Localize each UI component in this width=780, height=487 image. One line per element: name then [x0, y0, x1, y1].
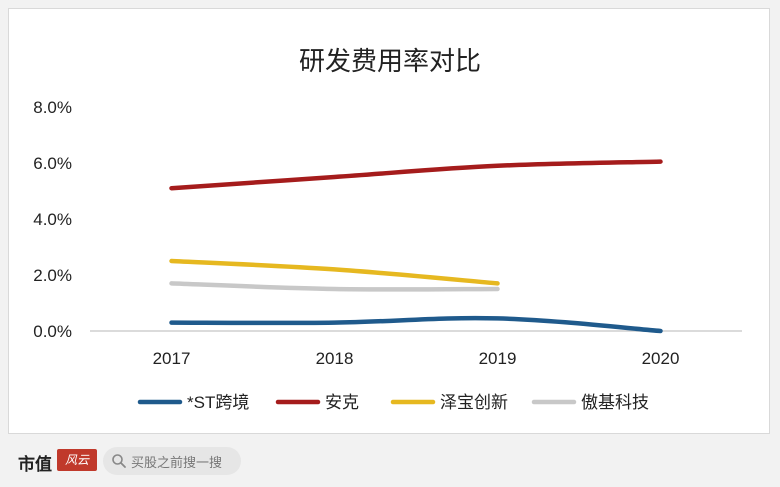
footer-bar: 市值 风云 买股之前搜一搜 — [0, 434, 780, 487]
x-tick-label: 2017 — [153, 349, 191, 368]
x-tick-label: 2018 — [316, 349, 354, 368]
line-chart: 研发费用率对比 0.0% 2.0% 4.0% 6.0% 8.0% 2017 2018 201… — [33, 46, 742, 412]
y-tick-label: 4.0% — [33, 210, 72, 229]
brand-name: 市值 — [18, 455, 52, 475]
y-tick-label: 2.0% — [33, 266, 72, 285]
search-placeholder: 买股之前搜一搜 — [131, 455, 223, 470]
series-line-2 — [169, 258, 500, 286]
series-line-1 — [169, 159, 663, 191]
y-tick-label: 0.0% — [33, 322, 72, 341]
x-tick-label: 2020 — [642, 349, 680, 368]
y-tick-label: 8.0% — [33, 98, 72, 117]
chart-title: 研发费用率对比 — [299, 46, 481, 76]
legend-label: 安克 — [325, 393, 359, 412]
y-tick-label: 6.0% — [33, 154, 72, 173]
series-line-0 — [169, 315, 663, 334]
search-box[interactable]: 买股之前搜一搜 — [103, 447, 241, 475]
legend-label: 泽宝创新 — [440, 393, 508, 412]
search-icon — [112, 454, 126, 468]
legend-label: 傲基科技 — [581, 393, 649, 412]
series-line-3 — [169, 281, 500, 292]
legend-label: *ST跨境 — [187, 393, 249, 412]
brand-logo: 风云 — [57, 449, 97, 471]
chart-card — [8, 8, 770, 434]
x-tick-label: 2019 — [479, 349, 517, 368]
